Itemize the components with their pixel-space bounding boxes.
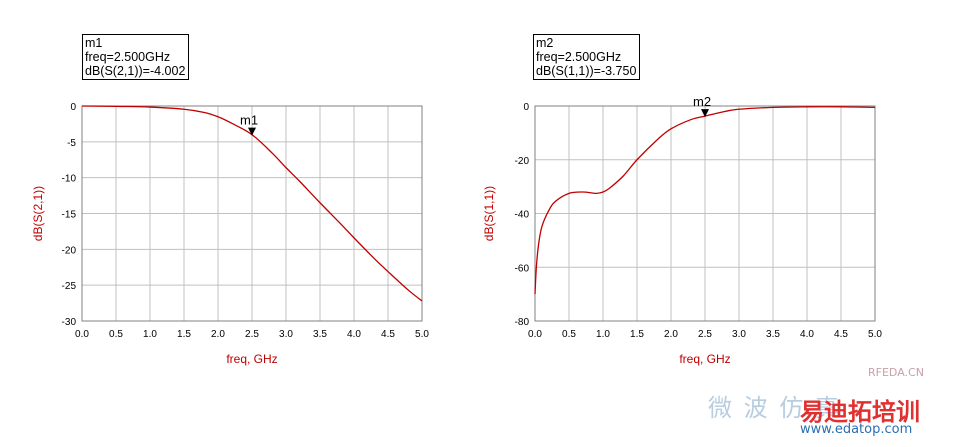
x-tick-label: 0.5 xyxy=(562,329,576,340)
x-tick-label: 0.0 xyxy=(528,329,542,340)
x-tick-label: 0.0 xyxy=(75,329,89,340)
x-tick-label: 1.5 xyxy=(177,329,191,340)
x-tick-label: 2.5 xyxy=(245,329,259,340)
chart-1: 0.0 0.5 1.0 1.5 2.0 2.5 3.0 3.5 4.0 4.5 5.0 0 -5 -10 -… xyxy=(31,102,429,366)
marker-m2-name: m2 xyxy=(536,36,554,50)
x-tick-label: 1.0 xyxy=(596,329,610,340)
chart-2: 0.0 0.5 1.0 1.5 2.0 2.5 3.0 3.5 4.0 4.5 5.0 0 -20 -40… xyxy=(482,94,882,366)
x-tick-label: 0.5 xyxy=(109,329,123,340)
watermark-cn-text-1: 微 波 仿 真 xyxy=(708,394,841,422)
plot-frame xyxy=(534,105,876,322)
x-tick-label: 4.5 xyxy=(381,329,395,340)
series-line-1 xyxy=(81,105,423,302)
y-tick-label: -20 xyxy=(515,156,530,167)
y-tick-label: -30 xyxy=(62,317,77,328)
y-tick-label: -40 xyxy=(515,210,530,221)
x-tick-label: 3.0 xyxy=(732,329,746,340)
y-axis-label: dB(S(1,1)) xyxy=(482,186,496,241)
marker-triangle-m1 xyxy=(248,127,256,136)
watermark-cn-text-2: 易迪拓培训 xyxy=(800,398,920,426)
x-tick-label: 1.0 xyxy=(143,329,157,340)
marker-triangle-m2 xyxy=(701,109,709,118)
y-tick-label: 0 xyxy=(523,102,529,113)
marker-m2-freq: freq=2.500GHz xyxy=(536,50,622,64)
x-tick-label: 2.5 xyxy=(698,329,712,340)
x-tick-label: 3.5 xyxy=(313,329,327,340)
marker-readout-m1[interactable]: m1 freq=2.500GHz dB(S(2,1))=-4.002 xyxy=(82,34,190,80)
y-tick-label: -10 xyxy=(62,174,77,185)
y-tick-label: -60 xyxy=(515,263,530,274)
y-tick-label: -25 xyxy=(62,281,77,292)
x-tick-label: 4.5 xyxy=(834,329,848,340)
x-tick-label: 1.5 xyxy=(630,329,644,340)
watermark-site-tag: RFEDA.CN xyxy=(868,366,924,379)
marker-label-m1: m1 xyxy=(240,113,258,128)
marker-m1-value: dB(S(2,1))=-4.002 xyxy=(85,64,186,78)
x-tick-label: 2.0 xyxy=(211,329,225,340)
marker-m2-value: dB(S(1,1))=-3.750 xyxy=(536,64,637,78)
y-axis-label: dB(S(2,1)) xyxy=(31,186,45,241)
x-tick-label: 2.0 xyxy=(664,329,678,340)
x-axis-label: freq, GHz xyxy=(679,352,730,366)
x-tick-label: 3.5 xyxy=(766,329,780,340)
x-tick-label: 5.0 xyxy=(415,329,429,340)
plot-frame xyxy=(81,105,423,322)
watermark-url[interactable]: www.edatop.com xyxy=(800,422,913,437)
x-tick-label: 5.0 xyxy=(868,329,882,340)
y-tick-label: -5 xyxy=(67,138,76,149)
x-axis-label: freq, GHz xyxy=(226,352,277,366)
series-line-1 xyxy=(534,106,876,295)
x-tick-label: 3.0 xyxy=(279,329,293,340)
x-tick-label: 4.0 xyxy=(800,329,814,340)
y-tick-label: -15 xyxy=(62,210,77,221)
x-tick-label: 4.0 xyxy=(347,329,361,340)
marker-label-m2: m2 xyxy=(693,94,711,109)
y-tick-label: -20 xyxy=(62,245,77,256)
y-tick-label: 0 xyxy=(70,102,76,113)
y-tick-label: -80 xyxy=(515,317,530,328)
marker-readout-m2[interactable]: m2 freq=2.500GHz dB(S(1,1))=-3.750 xyxy=(533,34,641,80)
marker-m1-freq: freq=2.500GHz xyxy=(85,50,171,64)
marker-m1-name: m1 xyxy=(85,36,103,50)
